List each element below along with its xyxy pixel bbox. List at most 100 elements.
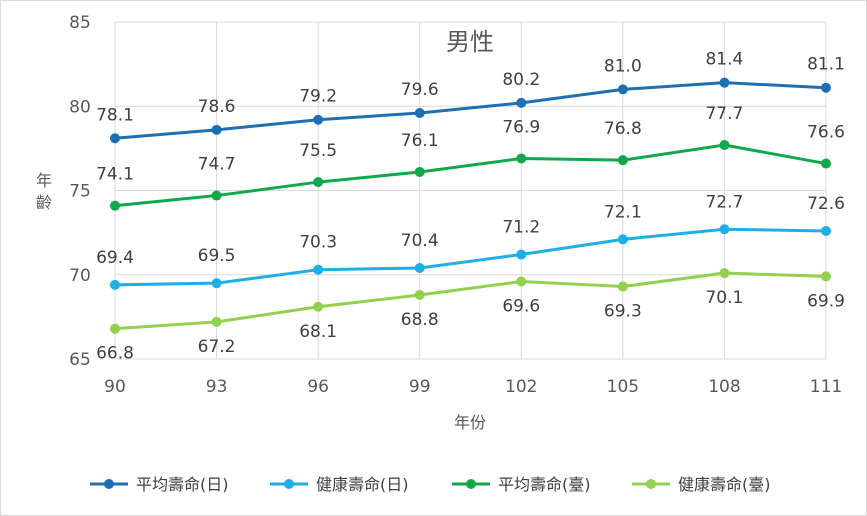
- series-line: [114, 227, 827, 287]
- data-point: [719, 77, 730, 88]
- data-point: [516, 153, 527, 164]
- x-tick-label: 102: [505, 377, 537, 397]
- series: 66.8 67.2 68.1 68.8 69.6 69.3 70.1 69.9: [96, 268, 845, 364]
- data-label: 79.6: [401, 80, 439, 100]
- data-label: 74.7: [198, 155, 236, 175]
- data-point: [313, 301, 324, 312]
- data-label: 76.9: [502, 117, 540, 137]
- x-axis-ticks: 90 93 96 99 102 105 108 111: [104, 377, 842, 397]
- data-label: 70.1: [705, 288, 743, 308]
- data-point: [211, 124, 222, 135]
- data-point: [313, 264, 324, 275]
- legend-label: 健康壽命(臺): [678, 475, 771, 494]
- x-tick-label: 96: [307, 377, 329, 397]
- data-label: 70.3: [299, 233, 337, 253]
- data-label: 69.5: [198, 246, 236, 266]
- data-point: [414, 289, 425, 300]
- data-label: 76.1: [401, 131, 439, 151]
- series: 78.1 78.6 79.2 79.6 80.2 81.0 81.4 81.1: [96, 50, 845, 144]
- x-tick-label: 93: [206, 377, 228, 397]
- series-line: [114, 143, 827, 208]
- x-tick-label: 108: [708, 377, 740, 397]
- y-tick-label: 65: [69, 350, 91, 370]
- gridlines: [114, 21, 827, 360]
- data-point: [719, 224, 730, 235]
- data-label: 66.8: [96, 344, 134, 364]
- data-point: [516, 276, 527, 287]
- data-label: 68.8: [401, 310, 439, 330]
- legend-item: 平均壽命(日): [90, 475, 229, 494]
- y-tick-label: 70: [69, 266, 91, 286]
- y-tick-label: 80: [69, 97, 91, 117]
- data-label: 81.4: [705, 50, 743, 70]
- legend-item: 健康壽命(日): [270, 475, 409, 494]
- series: 74.1 74.7 75.5 76.1 76.9 76.8 77.7 76.6: [96, 104, 845, 211]
- data-point: [110, 323, 120, 334]
- x-tick-label: 105: [607, 377, 639, 397]
- y-tick-label: 75: [69, 182, 91, 202]
- x-tick-label: 90: [104, 377, 126, 397]
- data-label: 70.4: [401, 231, 439, 251]
- data-label: 76.8: [604, 119, 642, 139]
- legend-marker: [466, 479, 476, 489]
- legend-marker: [646, 479, 656, 489]
- series: 69.4 69.5 70.3 70.4 71.2 72.1 72.7 72.6: [96, 192, 845, 290]
- data-label: 74.1: [96, 165, 134, 185]
- data-point: [414, 263, 425, 274]
- data-point: [821, 271, 831, 282]
- data-label: 78.1: [96, 105, 134, 125]
- data-point: [719, 140, 730, 151]
- x-tick-label: 111: [810, 377, 842, 397]
- data-point: [516, 97, 527, 108]
- data-label: 77.7: [705, 104, 743, 124]
- y-axis-ticks: 65 70 75 80 85: [69, 13, 91, 370]
- data-label: 69.6: [502, 296, 540, 316]
- series-group: 78.1 78.6 79.2 79.6 80.2 81.0 81.4 81.1 69.4 69.5…: [96, 50, 845, 364]
- data-point: [110, 133, 120, 144]
- legend-item: 健康壽命(臺): [632, 475, 771, 494]
- legend-label: 平均壽命(日): [136, 475, 229, 494]
- chart-title: 男性: [446, 28, 494, 56]
- series-line: [114, 271, 827, 331]
- data-label: 72.1: [604, 202, 642, 222]
- data-point: [110, 200, 120, 211]
- data-label: 69.3: [604, 302, 642, 322]
- data-point: [313, 177, 324, 188]
- legend-item: 平均壽命(臺): [452, 475, 591, 494]
- y-axis-title-char: 年: [36, 171, 52, 190]
- y-axis-title-char: 齡: [36, 193, 52, 212]
- legend: 平均壽命(日) 健康壽命(日) 平均壽命(臺) 健康壽命(臺): [90, 475, 771, 494]
- data-point: [211, 316, 222, 327]
- y-tick-label: 85: [69, 13, 91, 33]
- data-label: 69.9: [807, 291, 845, 311]
- data-label: 78.6: [198, 97, 236, 117]
- data-point: [617, 234, 628, 245]
- x-tick-label: 99: [409, 377, 431, 397]
- data-point: [516, 249, 527, 260]
- data-label: 76.6: [807, 123, 845, 143]
- x-axis-title: 年份: [454, 413, 486, 432]
- data-point: [821, 82, 831, 93]
- data-label: 75.5: [299, 141, 337, 161]
- data-point: [617, 281, 628, 292]
- y-axis-title: 年齡: [36, 171, 52, 212]
- data-point: [110, 279, 120, 290]
- data-label: 81.1: [807, 55, 845, 75]
- data-point: [313, 114, 324, 125]
- data-point: [821, 158, 831, 169]
- data-label: 68.1: [299, 322, 337, 342]
- data-label: 69.4: [96, 248, 134, 268]
- legend-label: 平均壽命(臺): [498, 475, 591, 494]
- data-point: [617, 84, 628, 95]
- legend-marker: [284, 479, 294, 489]
- legend-marker: [104, 479, 114, 489]
- data-point: [211, 190, 222, 201]
- data-point: [211, 278, 222, 289]
- data-label: 72.7: [705, 192, 743, 212]
- data-point: [617, 155, 628, 166]
- legend-label: 健康壽命(日): [316, 475, 409, 494]
- data-point: [414, 107, 425, 118]
- data-label: 67.2: [198, 337, 236, 357]
- data-label: 80.2: [502, 70, 540, 90]
